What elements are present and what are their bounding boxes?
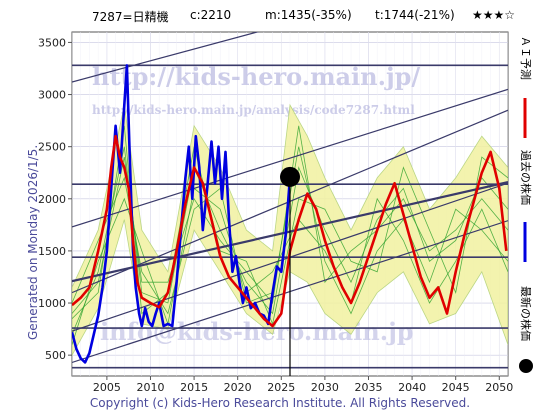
latest-price-dot xyxy=(280,166,300,187)
x-tick-label-2025: 2025 xyxy=(267,381,295,394)
legend-swatch-latest-price xyxy=(519,359,533,373)
legend-item-ai-forecast: ＡＩ予測 xyxy=(516,36,536,146)
y-tick-label-500: 500 xyxy=(45,349,66,362)
watermark-page: http://kids-hero.main.jp/analysis/code72… xyxy=(92,103,415,117)
x-axis-ticks: 2005 2010 2015 2020 2025 2030 2035 2040 2045 2050 xyxy=(93,376,513,394)
medium-target: m:1435(-35%) xyxy=(265,8,352,22)
x-tick-label-2030: 2030 xyxy=(311,381,339,394)
copyright-footer: Copyright (c) Kids-Hero Research Institu… xyxy=(89,396,471,410)
generated-date-label: Generated on Monday 2026/1/5. xyxy=(26,144,40,340)
x-tick-label-2005: 2005 xyxy=(93,381,121,394)
channel-line-3 xyxy=(72,88,508,228)
y-tick-label-3500: 3500 xyxy=(38,36,66,49)
simulation-line-4 xyxy=(72,125,508,314)
y-tick-label-2500: 2500 xyxy=(38,141,66,154)
y-tick-label-1500: 1500 xyxy=(38,245,66,258)
watermark-site: http://kids-hero.main.jp/ xyxy=(92,62,420,91)
legend-swatch-ai-forecast xyxy=(523,98,527,138)
legend-item-latest-price: 最新の株価 xyxy=(516,286,536,386)
legend-item-past-price: 過去の株価 xyxy=(516,150,536,262)
x-tick-label-2045: 2045 xyxy=(442,381,470,394)
channel-line-4 xyxy=(72,32,260,83)
legend-label-latest-price: 最新の株価 xyxy=(519,286,532,341)
long-target: t:1744(-21%) xyxy=(375,8,455,22)
legend-label-ai-forecast: ＡＩ予測 xyxy=(519,36,532,80)
x-tick-label-2035: 2035 xyxy=(354,381,382,394)
chart-header: 7287=日精機 c:2210 m:1435(-35%) t:1744(-21%… xyxy=(0,8,560,28)
rating-stars: ★★★☆ xyxy=(472,8,516,22)
x-tick-label-2050: 2050 xyxy=(485,381,513,394)
legend-label-past-price: 過去の株価 xyxy=(519,150,532,205)
x-tick-label-2040: 2040 xyxy=(398,381,426,394)
current-price: c:2210 xyxy=(190,8,232,22)
y-tick-label-3000: 3000 xyxy=(38,89,66,102)
y-axis-ticks: 500 1000 1500 2000 2500 3000 3500 xyxy=(38,36,72,362)
x-tick-label-2010: 2010 xyxy=(136,381,164,394)
y-tick-label-2000: 2000 xyxy=(38,193,66,206)
stock-code: 7287=日精機 xyxy=(92,10,169,24)
y-tick-label-1000: 1000 xyxy=(38,297,66,310)
ai-forecast-line xyxy=(72,134,508,328)
latest-marker xyxy=(280,166,300,376)
price-series xyxy=(72,64,508,364)
legend-swatch-past-price xyxy=(523,222,527,262)
x-tick-label-2020: 2020 xyxy=(224,381,252,394)
simulation-line-2 xyxy=(72,125,508,326)
x-tick-label-2015: 2015 xyxy=(180,381,208,394)
